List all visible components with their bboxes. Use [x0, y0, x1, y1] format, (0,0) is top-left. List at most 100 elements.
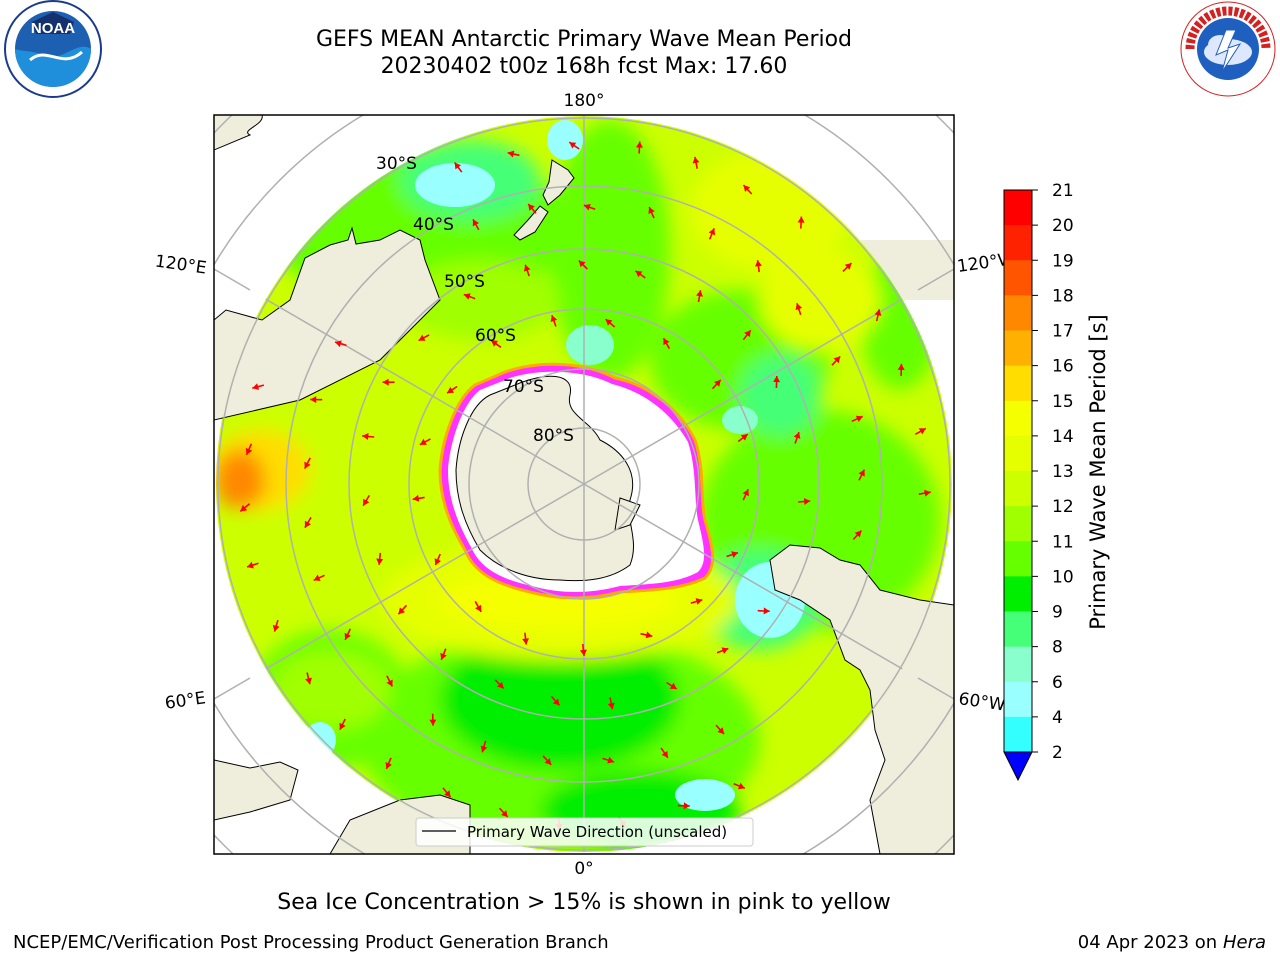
- wave-arrow-head: [797, 216, 805, 223]
- wave-arrow-head: [874, 309, 882, 316]
- footer-credit: NCEP/EMC/Verification Post Processing Pr…: [13, 932, 609, 953]
- colorbar-tick-label: 6: [1052, 673, 1063, 693]
- wave-arrow-head: [501, 810, 508, 817]
- wave-arrow-head: [376, 558, 384, 565]
- wave-arrow-head: [607, 702, 615, 710]
- colorbar-segment: [1004, 295, 1032, 331]
- wave-arrow-head: [363, 498, 370, 506]
- colorbar-tick-label: 19: [1052, 251, 1074, 271]
- wave-arrow-head: [696, 290, 703, 297]
- lat-label-70s: 70°S: [503, 377, 544, 397]
- wave-arrow-head: [247, 561, 254, 569]
- lon-label-180: 180°: [564, 91, 605, 111]
- legend-text: Primary Wave Direction (unscaled): [467, 823, 727, 841]
- wave-arrow-head: [550, 315, 558, 322]
- wave-arrow-head: [386, 679, 393, 687]
- colorbar-tick-label: 8: [1052, 638, 1063, 658]
- wave-arrow-head: [454, 162, 461, 170]
- footer-host: Hera: [1222, 932, 1266, 953]
- wave-arrow-head: [444, 790, 451, 798]
- wave-arrow-head: [740, 434, 748, 441]
- wave-arrow-head: [605, 319, 613, 326]
- wave-arrow-head: [304, 520, 311, 528]
- wave-arrow-head: [714, 379, 721, 387]
- wave-arrow-head: [648, 207, 655, 214]
- lon-label-0: 0°: [574, 859, 593, 879]
- wave-arrow-head: [743, 185, 751, 192]
- colorbar-segment: [1004, 225, 1032, 261]
- wave-arrow-head: [669, 682, 677, 689]
- wave-arrow-head: [480, 745, 488, 753]
- wave-arrow-head: [528, 204, 535, 211]
- wave-arrow-head: [833, 356, 841, 364]
- colorbar-tick-label: 21: [1052, 181, 1074, 201]
- colorbar-tick-label: 13: [1052, 462, 1074, 482]
- wave-arrow-head: [918, 428, 926, 435]
- wave-arrow-head: [737, 782, 745, 790]
- wave-arrow-head: [240, 504, 248, 512]
- wave-arrow-head: [252, 383, 259, 390]
- wave-arrow-head: [803, 498, 811, 505]
- wave-arrow-head: [578, 260, 586, 268]
- colorbar-tick-label: 10: [1052, 567, 1074, 587]
- wave-arrow-head: [583, 203, 591, 211]
- colorbar-tick-label: 15: [1052, 392, 1074, 412]
- wave-arrow-head: [475, 604, 482, 612]
- colorbar-label: Primary Wave Mean Period [s]: [1086, 314, 1110, 630]
- lon-label-60e: 60°E: [164, 688, 207, 713]
- wave-arrow-head: [507, 150, 515, 158]
- colorbar-tick-label: 9: [1052, 603, 1063, 623]
- wave-arrow-head: [708, 228, 716, 236]
- colorbar-segment: [1004, 365, 1032, 402]
- colorbar-tick-label: 14: [1052, 427, 1074, 447]
- wave-arrow-head: [717, 727, 725, 735]
- colorbar-segment: [1004, 541, 1032, 577]
- colorbar-segment: [1004, 471, 1032, 507]
- wave-arrow-head: [305, 677, 312, 685]
- colorbar: 21 20 19 18 17 16 15 14 13 12 11 10 9 8 6 4 2: [1003, 181, 1074, 782]
- lat-label-40s: 40°S: [413, 215, 454, 235]
- wave-arrow-head: [635, 141, 643, 148]
- wave-arrow-head: [522, 638, 529, 645]
- wave-arrow-head: [695, 598, 703, 605]
- colorbar-extend-triangle: [1003, 751, 1033, 782]
- wave-arrow-head: [412, 494, 420, 502]
- map-frame: [213, 114, 955, 855]
- colorbar-tick-label: 11: [1052, 532, 1074, 552]
- wave-arrow-head: [855, 415, 863, 422]
- wave-arrow-head: [742, 489, 749, 497]
- colorbar-segment: [1004, 400, 1032, 437]
- wave-arrow-head: [755, 260, 762, 267]
- wave-arrow-head: [272, 624, 280, 632]
- noaa-logo-text: NOAA: [31, 20, 75, 37]
- noaa-logo: NOAA: [4, 0, 102, 98]
- colorbar-segment: [1004, 260, 1032, 296]
- colorbar-tick-label: 16: [1052, 357, 1074, 377]
- chart-title: GEFS MEAN Antarctic Primary Wave Mean Pe…: [315, 27, 853, 52]
- colorbar-segment: [1004, 681, 1032, 718]
- nws-logo: [1180, 1, 1276, 97]
- wave-arrow-head: [304, 461, 311, 469]
- wave-arrow-head: [491, 340, 498, 347]
- wave-arrow-head: [663, 338, 670, 346]
- wave-arrow-head: [579, 649, 587, 656]
- colorbar-segment: [1004, 646, 1032, 683]
- wave-arrow-head: [773, 376, 781, 383]
- wave-arrow-head: [463, 293, 471, 300]
- wave-arrow-head: [552, 698, 560, 706]
- lat-label-50s: 50°S: [444, 272, 485, 292]
- wave-arrow-head: [440, 652, 447, 660]
- sea-ice-caption: Sea Ice Concentration > 15% is shown in …: [277, 890, 891, 915]
- footer-date: 04 Apr 2023 on Hera: [1078, 932, 1266, 953]
- colorbar-segment: [1004, 611, 1032, 648]
- wave-arrow-head: [339, 722, 346, 730]
- colorbar-tick-label: 17: [1052, 322, 1074, 342]
- wave-arrow-head: [635, 270, 643, 278]
- wave-arrow-head: [335, 340, 342, 348]
- wave-arrow-head: [310, 396, 317, 404]
- colorbar-tick-label: 20: [1052, 216, 1074, 236]
- colorbar-tick-label: 18: [1052, 286, 1074, 306]
- wave-arrow-head: [607, 756, 614, 764]
- lon-label-60w: 60°W: [957, 689, 1006, 715]
